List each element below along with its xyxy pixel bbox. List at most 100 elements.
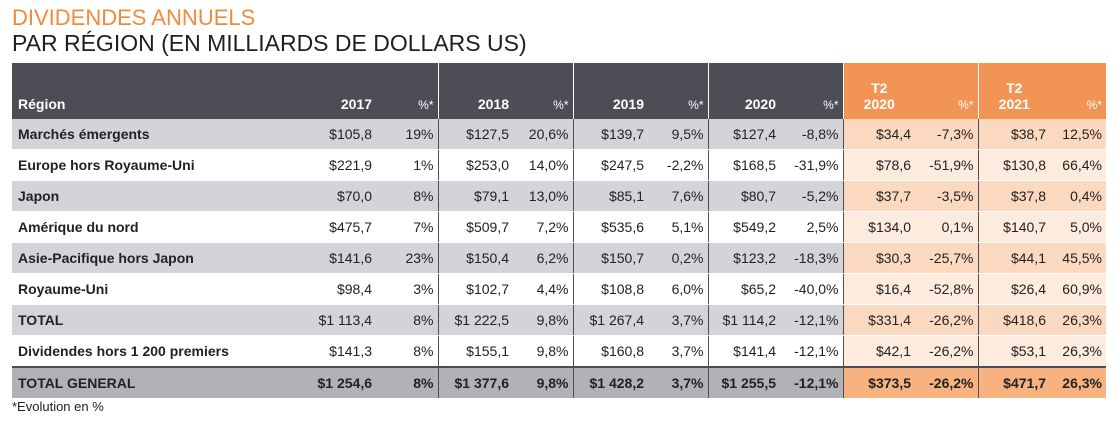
- table-row: Asie-Pacifique hors Japon $141,6 23% $150,4…: [12, 242, 1106, 274]
- header-2018-pct: %*: [513, 63, 574, 119]
- title-main: DIVIDENDES ANNUELS: [12, 5, 256, 30]
- pct-cell: 66,4%: [1050, 149, 1106, 181]
- value-cell: $331,4: [843, 304, 915, 336]
- header-2019-pct: %*: [648, 63, 709, 119]
- pct-cell: 3,7%: [648, 366, 709, 399]
- pct-cell: 9,5%: [648, 119, 709, 150]
- table-row: Japon $70,0 8% $79,1 13,0% $85,1 7,6% $80,7 -5,2…: [12, 180, 1106, 212]
- pct-cell: -7,3%: [915, 119, 979, 150]
- pct-cell: 2,5%: [780, 211, 844, 243]
- title-sub: PAR RÉGION (EN MILLIARDS DE DOLLARS US): [12, 30, 527, 56]
- table-body: Marchés émergents $105,8 19% $127,5 20,6% $13…: [12, 119, 1106, 399]
- pct-cell: 5,1%: [648, 211, 709, 243]
- value-cell: $85,1: [573, 180, 648, 212]
- value-cell: $130,8: [978, 149, 1050, 181]
- header-q2-2021-pct: %*: [1050, 63, 1106, 119]
- pct-cell: 3,7%: [648, 335, 709, 368]
- value-cell: $418,6: [978, 304, 1050, 336]
- pct-cell: 7%: [376, 211, 439, 243]
- header-2020-pct: %*: [780, 63, 844, 119]
- header-2019: 2019: [573, 63, 648, 119]
- value-cell: $471,7: [978, 366, 1050, 399]
- value-cell: $155,1: [438, 335, 513, 368]
- row-region-label: Marchés émergents: [12, 119, 304, 150]
- value-cell: $127,4: [708, 119, 780, 150]
- value-cell: $1 114,2: [708, 304, 780, 336]
- pct-cell: -2,2%: [648, 149, 709, 181]
- row-region-label: Asie-Pacifique hors Japon: [12, 242, 304, 274]
- pct-cell: 26,3%: [1050, 366, 1106, 399]
- value-cell: $37,7: [843, 180, 915, 212]
- header-2020: 2020: [708, 63, 780, 119]
- value-cell: $1 222,5: [438, 304, 513, 336]
- table-row: TOTAL $1 113,4 8% $1 222,5 9,8% $1 267,4 3,7% $…: [12, 304, 1106, 336]
- pct-cell: 45,5%: [1050, 242, 1106, 274]
- pct-cell: 13,0%: [513, 180, 574, 212]
- header-q2-2021-top: T2: [1006, 80, 1023, 96]
- pct-cell: 8%: [376, 335, 439, 368]
- value-cell: $44,1: [978, 242, 1050, 274]
- pct-cell: 20,6%: [513, 119, 574, 150]
- table-row: TOTAL GENERAL $1 254,6 8% $1 377,6 9,8% $1 42…: [12, 366, 1106, 399]
- value-cell: $139,7: [573, 119, 648, 150]
- value-cell: $134,0: [843, 211, 915, 243]
- pct-cell: 5,0%: [1050, 211, 1106, 243]
- table-row: Royaume-Uni $98,4 3% $102,7 4,4% $108,8 6,0% $6…: [12, 273, 1106, 305]
- table-row: Marchés émergents $105,8 19% $127,5 20,6% $13…: [12, 119, 1106, 150]
- value-cell: $150,4: [438, 242, 513, 274]
- value-cell: $53,1: [978, 335, 1050, 368]
- row-region-label: TOTAL GENERAL: [12, 366, 304, 399]
- pct-cell: 0,2%: [648, 242, 709, 274]
- row-region-label: Japon: [12, 180, 304, 212]
- value-cell: $79,1: [438, 180, 513, 212]
- value-cell: $65,2: [708, 273, 780, 305]
- pct-cell: -25,7%: [915, 242, 979, 274]
- pct-cell: -26,2%: [915, 304, 979, 336]
- table-row: Dividendes hors 1 200 premiers $141,3 8% $1…: [12, 335, 1106, 368]
- value-cell: $80,7: [708, 180, 780, 212]
- pct-cell: -18,3%: [780, 242, 844, 274]
- table-row: Amérique du nord $475,7 7% $509,7 7,2% $535,6…: [12, 211, 1106, 243]
- value-cell: $127,5: [438, 119, 513, 150]
- pct-cell: -31,9%: [780, 149, 844, 181]
- value-cell: $168,5: [708, 149, 780, 181]
- value-cell: $123,2: [708, 242, 780, 274]
- table-row: Europe hors Royaume-Uni $221,9 1% $253,0 14,…: [12, 149, 1106, 181]
- pct-cell: -3,5%: [915, 180, 979, 212]
- pct-cell: 19%: [376, 119, 439, 150]
- pct-cell: 7,6%: [648, 180, 709, 212]
- pct-cell: 0,1%: [915, 211, 979, 243]
- header-q2-2021-bottom: 2021: [998, 96, 1030, 112]
- header-2018: 2018: [438, 63, 513, 119]
- value-cell: $98,4: [304, 273, 376, 305]
- pct-cell: 26,3%: [1050, 335, 1106, 368]
- row-region-label: Royaume-Uni: [12, 273, 304, 305]
- pct-cell: 9,8%: [513, 366, 574, 399]
- value-cell: $37,8: [978, 180, 1050, 212]
- pct-cell: -26,2%: [915, 366, 979, 399]
- pct-cell: 8%: [376, 180, 439, 212]
- pct-cell: 6,0%: [648, 273, 709, 305]
- pct-cell: -12,1%: [780, 304, 844, 336]
- value-cell: $141,4: [708, 335, 780, 368]
- value-cell: $1 377,6: [438, 366, 513, 399]
- header-q2-2020-pct: %*: [915, 63, 979, 119]
- pct-cell: -8,8%: [780, 119, 844, 150]
- value-cell: $1 113,4: [304, 304, 376, 336]
- pct-cell: -26,2%: [915, 335, 979, 368]
- value-cell: $253,0: [438, 149, 513, 181]
- value-cell: $150,7: [573, 242, 648, 274]
- value-cell: $102,7: [438, 273, 513, 305]
- pct-cell: 9,8%: [513, 304, 574, 336]
- pct-cell: 9,8%: [513, 335, 574, 368]
- value-cell: $38,7: [978, 119, 1050, 150]
- value-cell: $509,7: [438, 211, 513, 243]
- value-cell: $78,6: [843, 149, 915, 181]
- pct-cell: 7,2%: [513, 211, 574, 243]
- footnote: *Evolution en %: [12, 399, 104, 414]
- value-cell: $141,3: [304, 335, 376, 368]
- pct-cell: 3%: [376, 273, 439, 305]
- header-q2-2021: T2 2021: [978, 63, 1050, 119]
- pct-cell: 6,2%: [513, 242, 574, 274]
- value-cell: $34,4: [843, 119, 915, 150]
